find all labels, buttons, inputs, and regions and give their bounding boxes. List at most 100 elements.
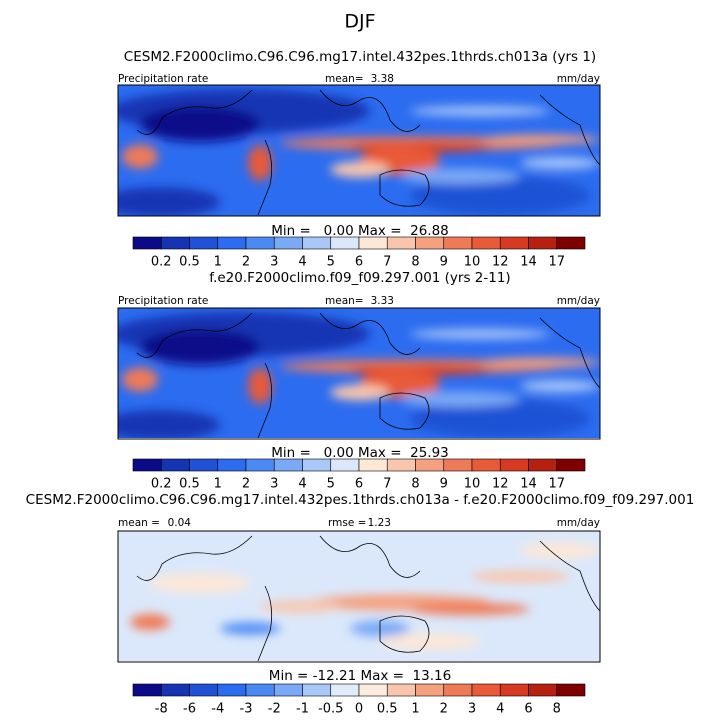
colorbar-swatch	[386, 458, 416, 472]
colorbar-label: 17	[548, 255, 565, 270]
colorbar-swatch	[273, 236, 303, 250]
figure-title: DJF	[344, 11, 375, 33]
map-field	[118, 308, 600, 438]
mean-label: mean=	[325, 73, 364, 85]
colorbar-label: -1	[296, 702, 309, 717]
colorbar-label: 8	[411, 477, 419, 492]
map-blob	[400, 168, 520, 184]
colorbar-swatch	[471, 683, 501, 697]
map-blob	[520, 157, 600, 169]
colorbar-swatch	[132, 458, 162, 472]
colorbar-label: -8	[155, 702, 168, 717]
colorbar-label: 9	[440, 477, 448, 492]
colorbar-label: 10	[464, 255, 481, 270]
map-blob	[248, 145, 272, 181]
colorbar-swatch	[471, 458, 501, 472]
min-max: Min = 0.00 Max = 25.93	[271, 445, 449, 461]
colorbar-swatch	[302, 236, 332, 250]
units: mm/day	[557, 73, 600, 85]
map-blob	[260, 600, 340, 613]
map-field	[118, 85, 600, 216]
colorbar-label: 5	[327, 477, 335, 492]
map-blob	[480, 134, 600, 145]
colorbar-swatch	[556, 683, 586, 697]
colorbar-label: 1	[214, 477, 222, 492]
colorbar-swatch	[556, 236, 586, 250]
colorbar-swatch	[386, 236, 416, 250]
min-max: Min = -12.21 Max = 13.16	[269, 668, 451, 684]
colorbar-swatch	[273, 458, 303, 472]
colorbar-swatch	[358, 458, 388, 472]
colorbar-swatch	[189, 236, 219, 250]
map-blob	[410, 329, 550, 339]
colorbar-label: -2	[268, 702, 281, 717]
colorbar-swatch	[443, 683, 473, 697]
colorbar-label: 12	[492, 255, 509, 270]
map-blob	[140, 106, 260, 142]
mean-value: 3.33	[371, 295, 394, 307]
colorbar-label: 0.5	[179, 255, 200, 270]
colorbar-swatch	[245, 236, 275, 250]
colorbar-label: 5	[327, 255, 335, 270]
colorbar-swatch	[160, 236, 190, 250]
map-blob	[122, 367, 158, 392]
colorbar-swatch	[528, 683, 558, 697]
colorbar-label: 12	[492, 477, 509, 492]
colorbar-swatch	[499, 458, 529, 472]
colorbar-label: 14	[520, 255, 537, 270]
map-blob	[150, 573, 250, 593]
colorbar-label: 0.5	[377, 702, 398, 717]
panel-title: CESM2.F2000climo.C96.C96.mg17.intel.432p…	[124, 49, 596, 65]
colorbar-swatch	[499, 683, 529, 697]
colorbar-label: 7	[383, 255, 391, 270]
panel-title: f.e20.F2000climo.f09_f09.297.001 (yrs 2-…	[209, 270, 510, 286]
colorbar-swatch	[217, 236, 247, 250]
panel-title: CESM2.F2000climo.C96.C96.mg17.intel.432p…	[26, 492, 695, 508]
colorbar-label: 1	[411, 702, 419, 717]
colorbar-swatch	[330, 683, 360, 697]
map-frame	[117, 530, 601, 663]
left-label: Precipitation rate	[118, 73, 208, 85]
colorbar-swatch	[443, 236, 473, 250]
map-blob	[520, 542, 600, 559]
coastline	[136, 535, 600, 661]
colorbar-swatch	[189, 458, 219, 472]
colorbar-swatch	[386, 683, 416, 697]
colorbar-label: 0.2	[151, 255, 172, 270]
colorbar-label: 2	[440, 702, 448, 717]
map-frame	[117, 84, 601, 217]
colorbar-swatch	[443, 458, 473, 472]
colorbar-swatch	[245, 683, 275, 697]
coastline	[136, 89, 600, 216]
colorbar-label: 6	[524, 702, 532, 717]
colorbar-label: 4	[298, 477, 306, 492]
colorbar-label: 2	[242, 255, 250, 270]
units: mm/day	[557, 295, 600, 307]
colorbar-label: 6	[355, 477, 363, 492]
mean-label: mean =	[118, 517, 160, 529]
rmse-label: rmse =	[328, 517, 366, 529]
colorbar-label: -3	[240, 702, 253, 717]
map-field	[118, 531, 600, 661]
colorbar-swatch	[217, 458, 247, 472]
colorbar-label: 8	[553, 702, 561, 717]
mean-label: mean=	[325, 295, 364, 307]
min-max: Min = 0.00 Max = 26.88	[271, 223, 449, 239]
left-label: Precipitation rate	[118, 295, 208, 307]
colorbar-swatch	[330, 236, 360, 250]
colorbar-label: -0.5	[318, 702, 343, 717]
colorbar-label: 7	[383, 477, 391, 492]
map-blob	[410, 603, 530, 615]
map-blob	[470, 570, 570, 583]
map-blob	[410, 175, 590, 216]
colorbar-label: 0.5	[179, 477, 200, 492]
colorbar-label: 17	[548, 477, 565, 492]
map-blob	[380, 633, 480, 650]
colorbar-label: 8	[411, 255, 419, 270]
colorbar-swatch	[132, 236, 162, 250]
colorbar-swatch	[217, 683, 247, 697]
colorbar-label: 14	[520, 477, 537, 492]
colorbar-swatch	[358, 683, 388, 697]
colorbar-label: 4	[298, 255, 306, 270]
map-blob	[480, 357, 600, 368]
